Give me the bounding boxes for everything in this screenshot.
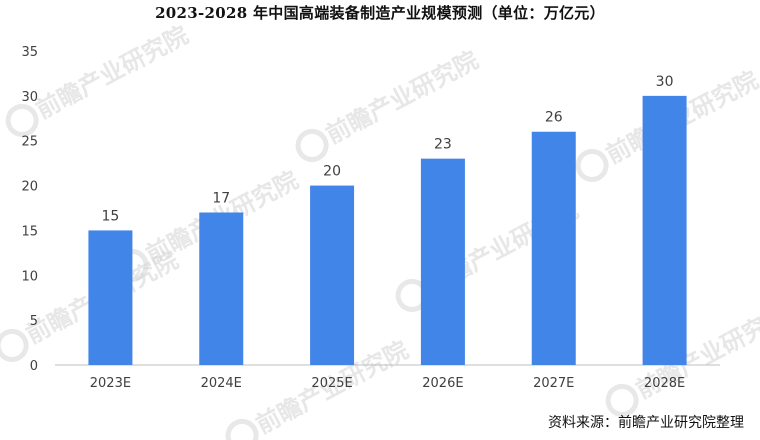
x-tick-label: 2025E bbox=[311, 376, 352, 391]
y-tick-label: 35 bbox=[21, 45, 38, 60]
bar bbox=[310, 185, 355, 365]
qianzhan-logo-icon bbox=[605, 383, 639, 417]
x-tick-label: 2027E bbox=[533, 376, 574, 391]
bar bbox=[199, 212, 244, 365]
watermark-text: 前瞻产业研究院 bbox=[31, 21, 192, 125]
x-tick-label: 2028E bbox=[644, 376, 685, 391]
bar bbox=[420, 158, 465, 365]
bar bbox=[88, 230, 133, 365]
label-layer: 15 2023E 17 2024E 20 2025E 23 2026E 26 2027E 30 202… bbox=[90, 74, 685, 391]
watermark-text: 前瞻产业研究院 bbox=[321, 46, 482, 150]
data-label: 17 bbox=[212, 190, 230, 206]
y-tick-label: 0 bbox=[30, 359, 38, 374]
bar-layer bbox=[88, 95, 687, 365]
y-tick-label: 20 bbox=[21, 180, 38, 195]
x-tick-label: 2023E bbox=[90, 376, 131, 391]
data-label: 15 bbox=[102, 208, 120, 224]
watermark: 前瞻产业研究院 bbox=[5, 21, 193, 137]
qianzhan-logo-icon bbox=[225, 418, 259, 440]
x-tick-label: 2026E bbox=[422, 376, 463, 391]
qianzhan-logo-icon bbox=[5, 103, 39, 137]
source-note: 资料来源：前瞻产业研究院整理 bbox=[548, 415, 744, 431]
data-label: 20 bbox=[323, 164, 341, 180]
y-tick-label: 15 bbox=[21, 224, 38, 239]
qianzhan-logo-icon bbox=[0, 328, 29, 362]
data-label: 23 bbox=[434, 137, 452, 153]
x-tick-label: 2024E bbox=[201, 376, 242, 391]
qianzhan-logo-icon bbox=[575, 148, 609, 182]
y-tick-label: 25 bbox=[21, 135, 38, 150]
data-label: 30 bbox=[656, 74, 674, 90]
y-tick-label: 30 bbox=[21, 90, 38, 105]
axis-layer: 0 5 10 15 20 25 30 35 bbox=[21, 45, 720, 374]
chart-title: 2023-2028 年中国高端装备制造产业规模预测（单位：万亿元） bbox=[155, 4, 605, 22]
watermark: 前瞻产业研究院 bbox=[295, 46, 483, 162]
data-label: 26 bbox=[545, 110, 563, 126]
bar bbox=[642, 95, 687, 365]
bar bbox=[531, 131, 576, 365]
qianzhan-logo-icon bbox=[295, 128, 329, 162]
y-tick-label: 5 bbox=[30, 314, 38, 329]
y-tick-label: 10 bbox=[21, 269, 38, 284]
